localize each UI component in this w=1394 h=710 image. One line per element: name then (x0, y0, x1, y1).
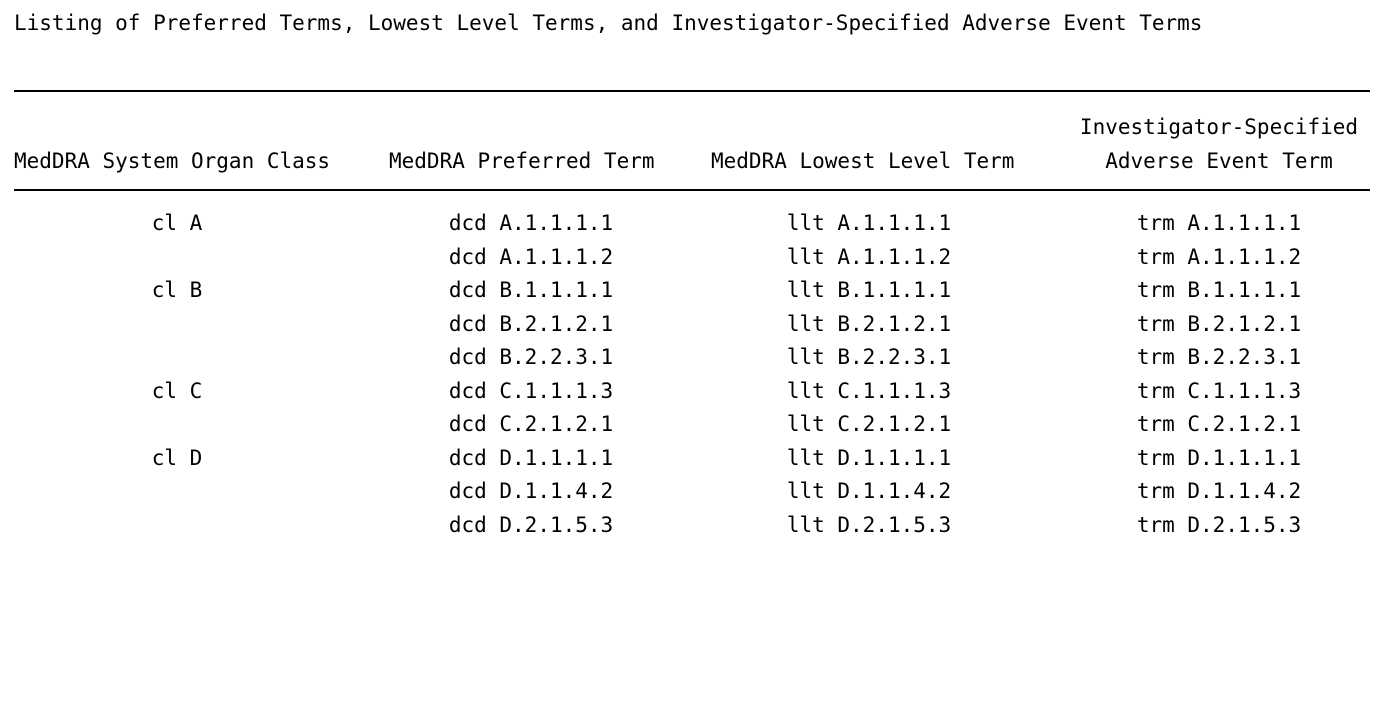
cell-adverse-event-term: trm B.2.2.3.1 (1136, 345, 1302, 369)
cell-lowest-level-term: llt D.1.1.1.1 (786, 445, 952, 470)
cell-lowest-level-term: llt A.1.1.1.1 (786, 211, 952, 235)
cell-lowest-level-term: llt C.2.1.2.1 (786, 412, 952, 436)
header-top-rule (14, 90, 1370, 92)
table-row: dcd D.1.1.4.2 llt D.1.1.4.2 trm D.1.1.4.… (0, 475, 1394, 509)
table-row: cl A dcd A.1.1.1.1 llt A.1.1.1.1 trm A.1… (0, 207, 1394, 241)
cell-adverse-event-term: trm A.1.1.1.2 (1136, 244, 1302, 269)
cell-soc: cl B (151, 278, 203, 302)
column-header-lowest-level-term: MedDRA Lowest Level Term (711, 108, 1041, 178)
column-header-adverse-event-term-line2: Adverse Event Term (1105, 149, 1333, 173)
cell-adverse-event-term: trm D.1.1.4.2 (1136, 479, 1302, 503)
table-row: cl B dcd B.1.1.1.1 llt B.1.1.1.1 trm B.1… (0, 274, 1394, 308)
cell-lowest-level-term: llt C.1.1.1.3 (786, 378, 952, 403)
cell-preferred-term: dcd D.1.1.4.2 (448, 479, 614, 503)
cell-soc: cl D (151, 445, 203, 470)
table-row: dcd C.2.1.2.1 llt C.2.1.2.1 trm C.2.1.2.… (0, 408, 1394, 442)
cell-adverse-event-term: trm C.2.1.2.1 (1136, 412, 1302, 436)
cell-preferred-term: dcd C.2.1.2.1 (448, 412, 614, 436)
listing-title: Listing of Preferred Terms, Lowest Level… (14, 11, 1203, 35)
cell-soc: cl A (151, 211, 203, 235)
column-header-soc: MedDRA System Organ Class (14, 108, 354, 178)
table-row: cl C dcd C.1.1.1.3 llt C.1.1.1.3 trm C.1… (0, 375, 1394, 409)
table-row: dcd B.2.1.2.1 llt B.2.1.2.1 trm B.2.1.2.… (0, 308, 1394, 342)
cell-adverse-event-term: trm B.2.1.2.1 (1136, 311, 1302, 336)
column-header-adverse-event-term-line1: Investigator-Specified (1079, 115, 1359, 139)
column-header-soc-label: MedDRA System Organ Class (14, 149, 331, 173)
cell-lowest-level-term: llt D.1.1.4.2 (786, 479, 952, 503)
cell-lowest-level-term: llt B.1.1.1.1 (786, 278, 952, 302)
cell-lowest-level-term: llt B.2.1.2.1 (786, 311, 952, 336)
cell-preferred-term: dcd B.1.1.1.1 (448, 278, 614, 302)
cell-preferred-term: dcd D.1.1.1.1 (448, 445, 614, 470)
listing-body: cl A dcd A.1.1.1.1 llt A.1.1.1.1 trm A.1… (0, 207, 1394, 542)
table-row: cl D dcd D.1.1.1.1 llt D.1.1.1.1 trm D.1… (0, 442, 1394, 476)
column-header-preferred-term: MedDRA Preferred Term (389, 108, 679, 178)
header-bottom-rule (14, 189, 1370, 191)
cell-adverse-event-term: trm B.1.1.1.1 (1136, 278, 1302, 302)
cell-adverse-event-term: trm A.1.1.1.1 (1136, 211, 1302, 235)
cell-preferred-term: dcd B.2.1.2.1 (448, 311, 614, 336)
cell-preferred-term: dcd A.1.1.1.2 (448, 244, 614, 269)
cell-lowest-level-term: llt D.2.1.5.3 (786, 512, 952, 537)
cell-adverse-event-term: trm D.2.1.5.3 (1136, 512, 1302, 537)
cell-preferred-term: dcd C.1.1.1.3 (448, 378, 614, 403)
cell-lowest-level-term: llt A.1.1.1.2 (786, 244, 952, 269)
cell-preferred-term: dcd B.2.2.3.1 (448, 345, 614, 369)
cell-adverse-event-term: trm C.1.1.1.3 (1136, 378, 1302, 403)
cell-adverse-event-term: trm D.1.1.1.1 (1136, 445, 1302, 470)
column-header-adverse-event-term: Investigator-Specified Adverse Event Ter… (1066, 108, 1372, 178)
cell-preferred-term: dcd A.1.1.1.1 (448, 211, 614, 235)
table-row: dcd A.1.1.1.2 llt A.1.1.1.2 trm A.1.1.1.… (0, 241, 1394, 275)
table-row: dcd B.2.2.3.1 llt B.2.2.3.1 trm B.2.2.3.… (0, 341, 1394, 375)
cell-soc: cl C (151, 378, 203, 403)
cell-preferred-term: dcd D.2.1.5.3 (448, 512, 614, 537)
table-row: dcd D.2.1.5.3 llt D.2.1.5.3 trm D.2.1.5.… (0, 509, 1394, 543)
column-header-preferred-term-label: MedDRA Preferred Term (389, 149, 655, 173)
column-header-lowest-level-term-label: MedDRA Lowest Level Term (711, 149, 1015, 173)
cell-lowest-level-term: llt B.2.2.3.1 (786, 345, 952, 369)
